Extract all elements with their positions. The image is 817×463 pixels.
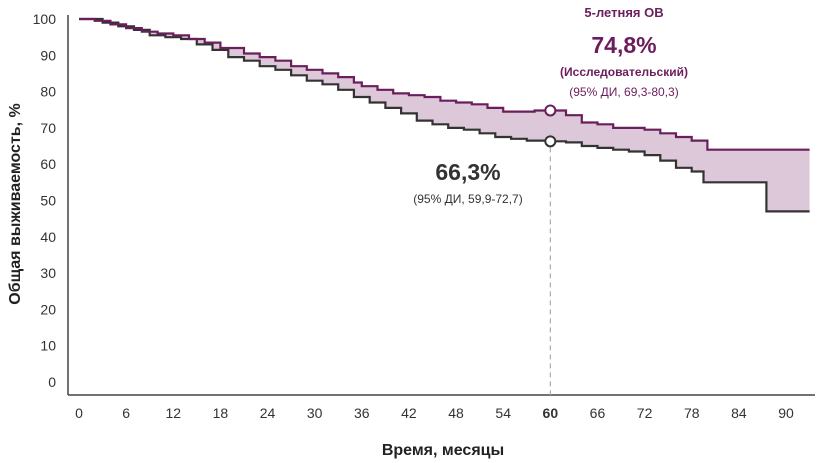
annotation-experimental-ci: (95% ДИ, 69,3-80,3)	[569, 85, 678, 99]
x-tick-label: 66	[590, 405, 606, 421]
annotation-title: 5-летняя ОВ	[584, 5, 663, 20]
x-axis-label: Время, месяцы	[382, 442, 504, 459]
annotation-control-ci: (95% ДИ, 59,9-72,7)	[413, 192, 522, 206]
x-tick-label: 0	[75, 405, 83, 421]
y-tick-label: 40	[40, 229, 56, 245]
plot-area	[67, 15, 815, 396]
series-line-control	[79, 17, 810, 213]
x-tick-label: 48	[448, 405, 464, 421]
x-tick-label: 36	[354, 405, 370, 421]
y-axis-label: Общая выживаемость, %	[7, 103, 24, 304]
x-tick-label: 84	[731, 405, 747, 421]
x-tick-label: 18	[213, 405, 229, 421]
y-tick-label: 20	[40, 301, 56, 317]
annotation-control-value: 66,3%	[435, 159, 500, 185]
annotation-experimental-value: 74,8%	[591, 32, 656, 58]
y-tick-label: 10	[40, 338, 56, 354]
x-tick-label: 42	[401, 405, 417, 421]
y-tick-label: 80	[40, 84, 56, 100]
y-tick-label: 100	[33, 11, 57, 27]
y-tick-labels: 0 10 20 30 40 50 60 70 80 90 100	[33, 11, 57, 390]
marker-control	[544, 135, 557, 148]
x-tick-label: 30	[307, 405, 323, 421]
series-line-experimental	[79, 17, 810, 151]
x-tick-label: 90	[778, 405, 794, 421]
y-tick-label: 90	[40, 47, 56, 63]
marker-experimental	[544, 104, 557, 117]
y-tick-label: 60	[40, 156, 56, 172]
y-tick-label: 30	[40, 265, 56, 281]
x-tick-label: 6	[122, 405, 130, 421]
y-tick-label: 50	[40, 193, 56, 209]
x-tick-label: 60	[543, 405, 559, 421]
ci-band-shading	[79, 19, 810, 212]
x-tick-label: 78	[684, 405, 700, 421]
x-tick-label: 24	[260, 405, 276, 421]
x-tick-label: 54	[495, 405, 511, 421]
x-tick-labels: 0 6 12 18 24 30 36 42 48 54 60 66 72 78 84 90	[75, 405, 794, 421]
x-tick-label: 12	[165, 405, 181, 421]
x-tick-label: 72	[637, 405, 653, 421]
y-tick-label: 70	[40, 120, 56, 136]
annotation-experimental-label: (Исследовательский)	[560, 65, 688, 79]
y-tick-label: 0	[48, 374, 56, 390]
